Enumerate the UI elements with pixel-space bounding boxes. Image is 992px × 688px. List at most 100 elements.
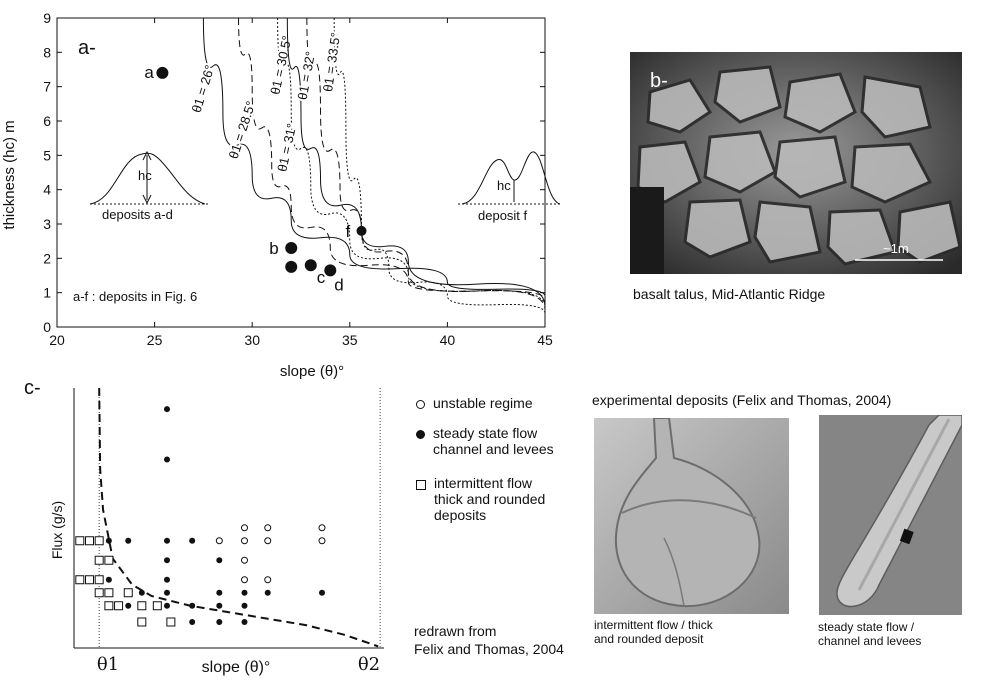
intermittent-point xyxy=(137,617,147,627)
slope-axis-label-c: slope (θ)° xyxy=(202,659,271,676)
intermittent-caption: intermittent flow / thick and rounded de… xyxy=(594,618,713,646)
intermittent-point xyxy=(85,536,94,546)
point-label-a: a xyxy=(144,63,154,82)
intermittent-point xyxy=(104,588,114,598)
intermittent-point xyxy=(75,575,85,585)
unstable-point xyxy=(318,524,326,532)
y-tick-label: 1 xyxy=(43,285,51,301)
y-tick-label: 0 xyxy=(43,319,51,335)
profile-inset-left: hc deposits a-d xyxy=(89,150,210,222)
steady-flow-photo xyxy=(819,415,962,615)
steady-point xyxy=(125,602,132,609)
y-tick-label: 3 xyxy=(43,216,51,232)
steady-point xyxy=(189,619,196,625)
panel-b-label: b- xyxy=(650,70,668,92)
curve-26 xyxy=(202,17,546,297)
steady-point xyxy=(241,602,248,609)
intermittent-point xyxy=(104,555,114,565)
y-tick-label: 4 xyxy=(43,182,51,198)
point-label-d: d xyxy=(334,275,343,294)
x-tick-label: 45 xyxy=(537,332,553,348)
curve-31 xyxy=(286,17,546,307)
steady-point xyxy=(164,557,170,564)
curve-label: θ1 = 32° xyxy=(295,50,318,101)
steady-point xyxy=(164,589,170,596)
deposit-point xyxy=(285,260,298,273)
panel-c-label: c- xyxy=(24,380,41,399)
curve-30.5 xyxy=(277,17,546,307)
steady-point xyxy=(319,589,325,596)
steady-point xyxy=(164,456,170,463)
curve-32 xyxy=(306,17,546,310)
steady-point xyxy=(164,406,170,413)
steady-point xyxy=(216,557,223,564)
steady-point xyxy=(216,602,223,609)
curve-label: θ1 = 33.5° xyxy=(320,31,343,92)
intermittent-point xyxy=(94,555,104,565)
x-axis-label: slope (θ)° xyxy=(280,363,344,380)
steady-point xyxy=(241,589,248,596)
steady-point xyxy=(189,602,196,609)
legend-text: steady state flow channel and levees xyxy=(433,425,554,457)
x-tick-label: 35 xyxy=(342,332,358,348)
intermittent-deposit-photo xyxy=(594,418,789,614)
legend-marker-filled-circle xyxy=(416,430,425,439)
legend-text: unstable regime xyxy=(433,395,533,411)
unstable-point xyxy=(264,524,272,532)
deposit-point xyxy=(356,225,367,236)
unstable-point xyxy=(241,576,248,584)
steady-point xyxy=(164,576,170,583)
hc-label-left: hc xyxy=(138,168,152,183)
curve-label: θ1 = 26° xyxy=(189,63,218,114)
steady-point xyxy=(138,589,145,596)
y-tick-label: 2 xyxy=(43,250,51,266)
legend-marker-open-square xyxy=(416,480,426,490)
steady-point xyxy=(105,537,112,544)
scale-bar-label: ~1m xyxy=(883,241,909,256)
point-label-f: f xyxy=(346,222,351,241)
legend-item: steady state flow channel and levees xyxy=(414,425,554,457)
hc-label-right: hc xyxy=(497,178,511,193)
y-tick-label: 7 xyxy=(43,79,51,95)
deposits-note: a-f : deposits in Fig. 6 xyxy=(73,289,197,304)
thickness-slope-chart: thickness (hc) m slope (θ)° a- a-f : dep… xyxy=(1,10,560,380)
source-note: redrawn from Felix and Thomas, 2004 xyxy=(414,623,564,657)
x-tick-label: 40 xyxy=(440,332,456,348)
legend-marker-open-circle xyxy=(416,400,425,409)
unstable-point xyxy=(241,556,248,564)
y-axis-label: thickness (hc) m xyxy=(1,120,18,229)
y-tick-label: 5 xyxy=(43,147,51,163)
theta1-label: θ1 xyxy=(97,654,119,675)
deposit-point xyxy=(304,259,317,272)
intermittent-point xyxy=(137,601,147,611)
unstable-point xyxy=(215,537,223,545)
steady-point xyxy=(164,602,170,609)
x-tick-label: 25 xyxy=(147,332,163,348)
profile-inset-right: hc deposit f xyxy=(458,151,560,223)
y-tick-label: 9 xyxy=(43,10,51,26)
steady-point xyxy=(125,537,132,544)
unstable-point xyxy=(241,537,248,545)
intermittent-point xyxy=(104,601,114,611)
inset-left-label: deposits a-d xyxy=(102,207,173,222)
inset-right-label: deposit f xyxy=(478,208,528,223)
y-tick-label: 6 xyxy=(43,113,51,129)
panel-a-label: a- xyxy=(78,37,96,59)
point-label-b: b xyxy=(269,239,278,258)
unstable-point xyxy=(264,576,272,584)
curve-label: θ1 = 28.5° xyxy=(226,99,259,160)
steady-point xyxy=(105,576,112,583)
steady-point xyxy=(216,589,223,596)
unstable-point xyxy=(318,537,326,545)
curve-33.5 xyxy=(333,17,546,314)
intermittent-point xyxy=(75,536,85,546)
intermittent-point xyxy=(123,588,133,598)
intermittent-point xyxy=(152,601,162,611)
regime-boundary xyxy=(98,387,379,648)
point-label-c: c xyxy=(317,268,326,287)
x-tick-label: 30 xyxy=(244,332,260,348)
steady-point xyxy=(164,537,170,544)
steady-point xyxy=(264,589,271,596)
panel-b-caption: basalt talus, Mid-Atlantic Ridge xyxy=(633,286,826,302)
x-tick-label: 20 xyxy=(49,332,65,348)
